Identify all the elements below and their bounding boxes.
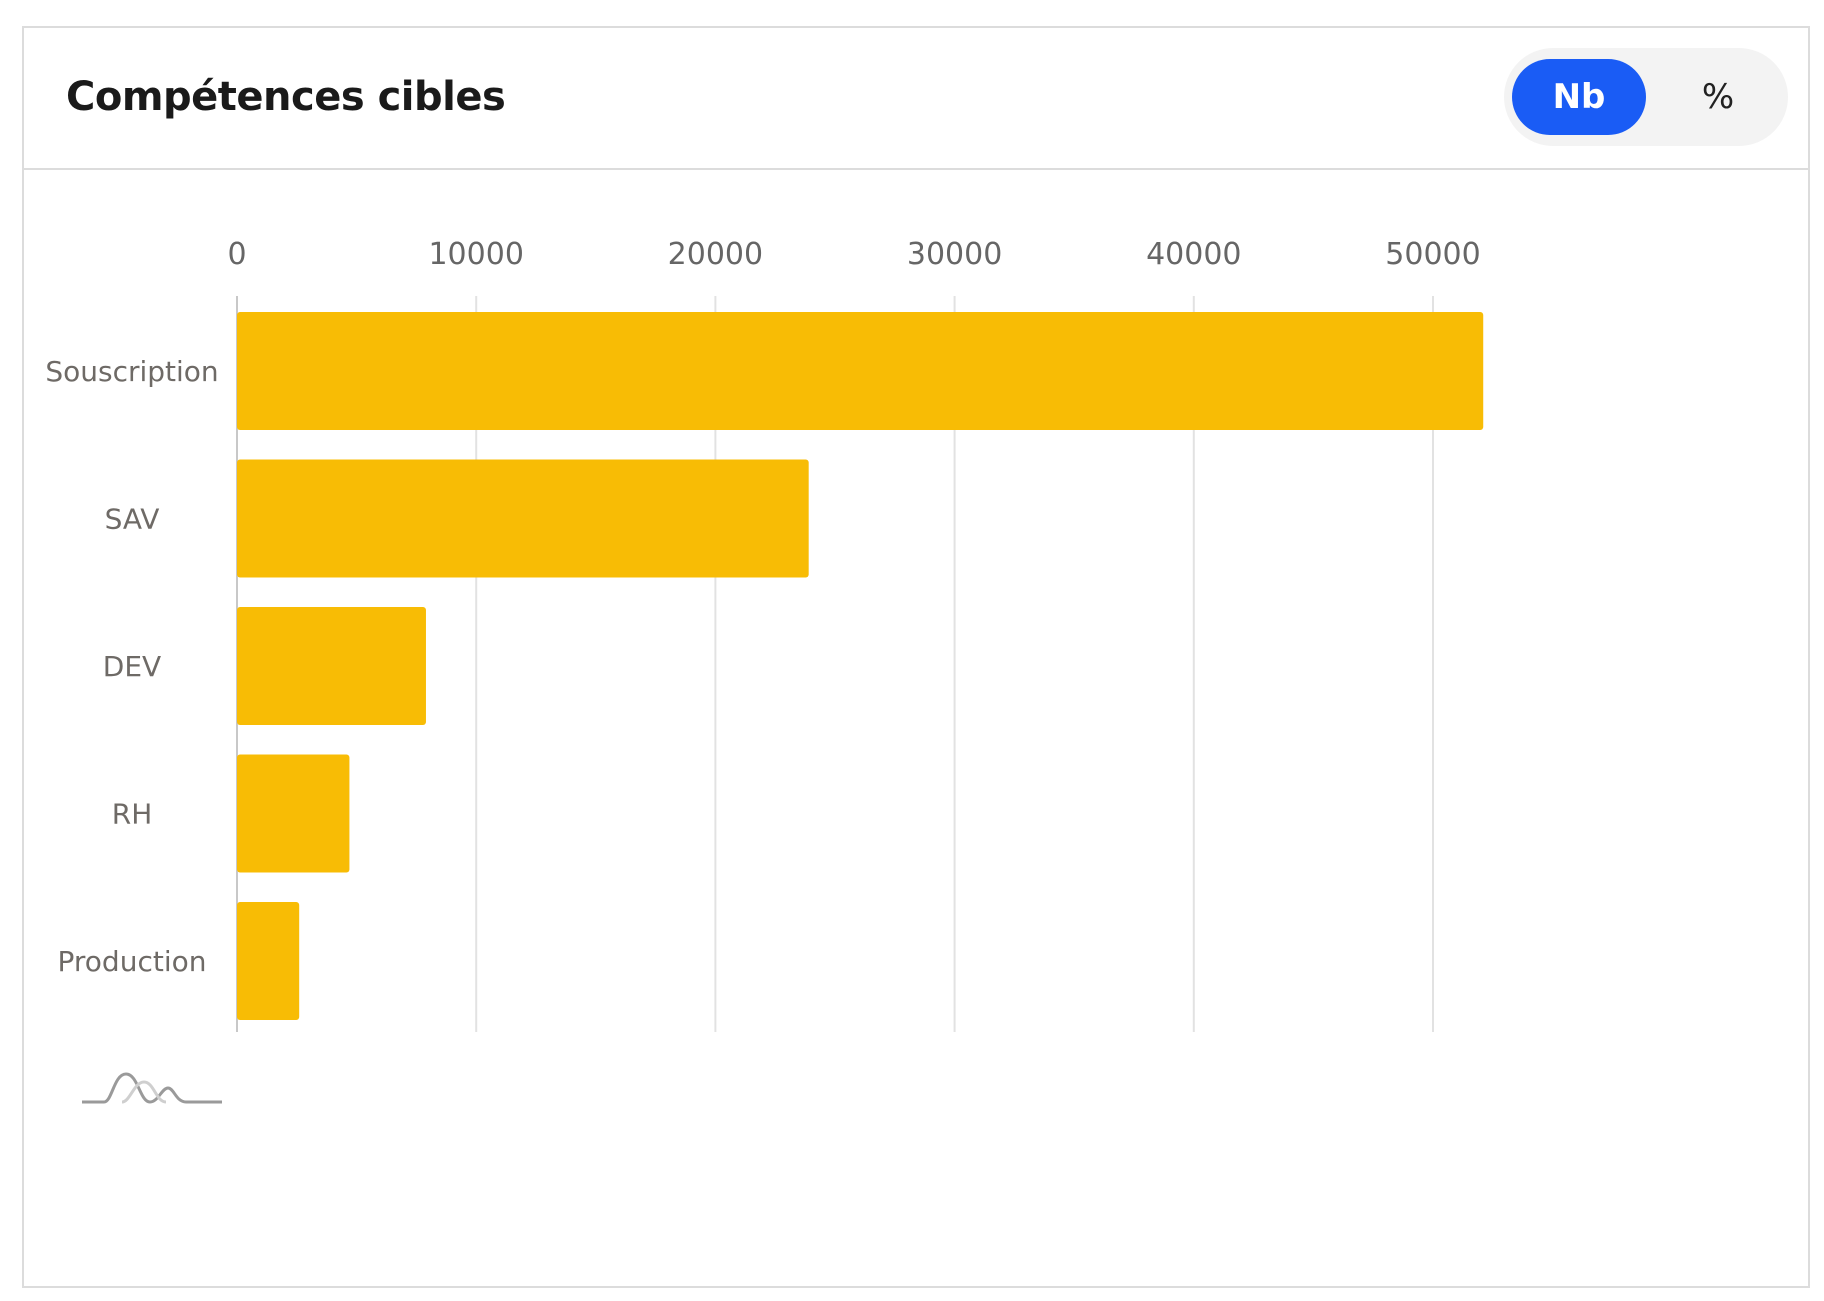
toggle-percent-button[interactable]: % bbox=[1701, 77, 1735, 117]
x-tick-label: 30000 bbox=[907, 237, 1002, 272]
x-axis-ticks: 0 10000 20000 30000 40000 50000 bbox=[227, 237, 1480, 272]
chart-area: 0 10000 20000 30000 40000 50000 Souscription S… bbox=[24, 170, 1808, 1286]
category-label: DEV bbox=[103, 650, 161, 683]
bar-chart: 0 10000 20000 30000 40000 50000 SouscriptionS… bbox=[45, 237, 1484, 1032]
bar-rh[interactable] bbox=[237, 754, 350, 873]
x-tick-label: 0 bbox=[227, 237, 246, 272]
bar-dev[interactable] bbox=[237, 607, 426, 725]
category-label: SAV bbox=[105, 503, 160, 536]
category-label: Souscription bbox=[45, 355, 218, 388]
x-tick-label: 20000 bbox=[668, 237, 763, 272]
x-tick-label: 10000 bbox=[428, 237, 523, 272]
category-labels: Souscription SAV DEV RH Production bbox=[45, 355, 218, 978]
wave-logo-icon bbox=[82, 1068, 222, 1112]
bar-souscription[interactable] bbox=[237, 312, 1484, 430]
toggle-nb-button[interactable]: Nb bbox=[1512, 59, 1646, 135]
bar-production[interactable] bbox=[237, 902, 300, 1020]
bar-sav[interactable] bbox=[237, 459, 809, 578]
card-title: Compétences cibles bbox=[66, 74, 506, 120]
x-tick-label: 40000 bbox=[1146, 237, 1241, 272]
chart-card: Compétences cibles Nb % 0 10000 20000 30000… bbox=[22, 26, 1810, 1288]
bars bbox=[237, 312, 1484, 1020]
category-label: Production bbox=[58, 945, 207, 978]
category-label: RH bbox=[112, 798, 153, 831]
x-tick-label: 50000 bbox=[1385, 237, 1480, 272]
unit-toggle: Nb % bbox=[1504, 48, 1788, 146]
card-header: Compétences cibles Nb % bbox=[24, 28, 1808, 170]
